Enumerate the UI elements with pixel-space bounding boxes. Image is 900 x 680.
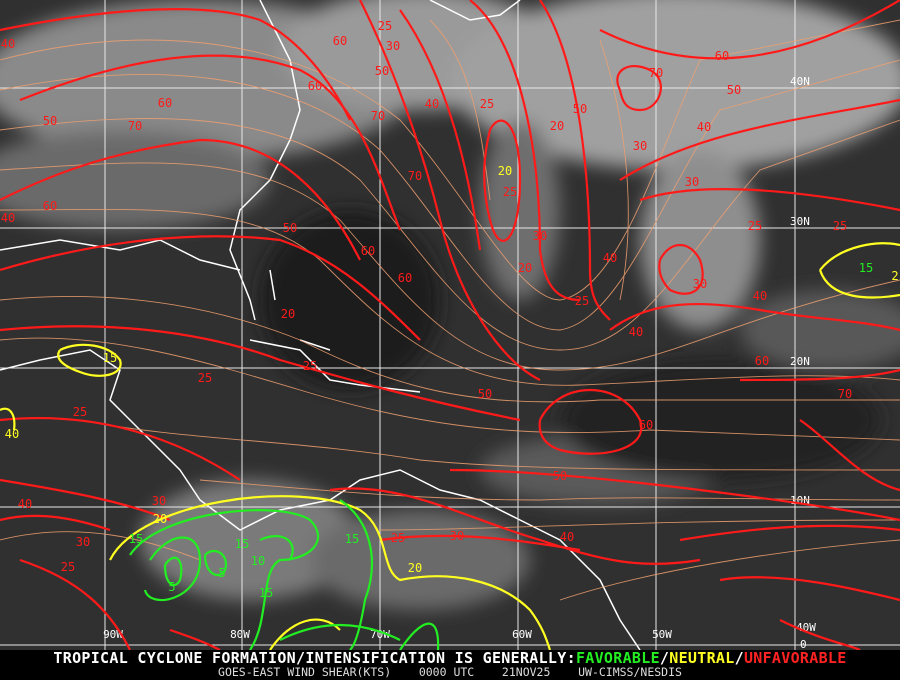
contour-label: 50	[478, 387, 492, 401]
contour-label: 40	[560, 530, 574, 544]
legend-separator: /	[659, 649, 670, 667]
contour-label: 15	[259, 586, 273, 600]
contour-label: 30	[685, 175, 699, 189]
contour-label: 30	[450, 529, 464, 543]
contour-label: 50	[375, 64, 389, 78]
contour-label: 50	[573, 102, 587, 116]
lat-lon-grid	[0, 0, 900, 650]
contour-label: 30	[152, 494, 166, 508]
contour-label: 70	[649, 66, 663, 80]
contour-label: 15	[103, 351, 117, 365]
contour-label: 50	[43, 114, 57, 128]
contour-label: 15	[345, 532, 359, 546]
contour-label: 60	[755, 354, 769, 368]
contour-label: 70	[128, 119, 142, 133]
shear-contours-neutral	[0, 242, 900, 650]
contour-label: 15	[129, 532, 143, 546]
favorability-legend: TROPICAL CYCLONE FORMATION/INTENSIFICATI…	[0, 650, 900, 666]
longitude-label: 40W	[796, 621, 816, 634]
contour-label: 50	[283, 221, 297, 235]
longitude-label: 60W	[512, 628, 532, 641]
longitude-label: 80W	[230, 628, 250, 641]
contour-label: 60	[333, 34, 347, 48]
contour-label: 70	[371, 109, 385, 123]
contour-label: 40	[697, 120, 711, 134]
contour-label: 25	[480, 97, 494, 111]
contour-label: 25	[198, 371, 212, 385]
contour-label: 10	[251, 554, 265, 568]
contour-label: 30	[693, 277, 707, 291]
product-info: GOES-EAST WIND SHEAR(KTS) 0000 UTC 21NOV…	[0, 666, 900, 679]
contour-label: 60	[361, 244, 375, 258]
contour-label: 25	[61, 560, 75, 574]
contour-label: 15	[235, 537, 249, 551]
legend-favorable: FAVORABLE	[575, 649, 660, 667]
contour-label: 25	[378, 19, 392, 33]
contour-label: 25	[391, 531, 405, 545]
shear-contours-unfavorable	[0, 0, 900, 650]
contour-label: 2	[891, 269, 898, 283]
contour-label: 40	[629, 325, 643, 339]
contour-label: 25	[833, 219, 847, 233]
contour-label: 15	[859, 261, 873, 275]
contour-label: 25	[73, 405, 87, 419]
contour-label: 40	[425, 97, 439, 111]
legend-neutral: NEUTRAL	[669, 649, 735, 667]
contour-label: 5	[218, 566, 225, 580]
valid-date: 21NOV25	[501, 665, 551, 679]
data-source: UW-CIMSS/NESDIS	[578, 665, 682, 679]
valid-time: 0000 UTC	[418, 665, 475, 679]
latitude-label: 30N	[790, 215, 810, 228]
contour-label: 5	[168, 580, 175, 594]
contour-label: 60	[639, 418, 653, 432]
legend-unfavorable: UNFAVORABLE	[743, 649, 847, 667]
shear-contours-favorable	[129, 499, 440, 650]
contour-label: 60	[158, 96, 172, 110]
contour-label: 40	[603, 251, 617, 265]
contour-label: 25	[503, 185, 517, 199]
contour-label: 20	[281, 307, 295, 321]
contour-label: 20	[518, 261, 532, 275]
contour-label: 70	[408, 169, 422, 183]
contour-label: 20	[550, 119, 564, 133]
product-name: GOES-EAST WIND SHEAR(KTS)	[218, 665, 392, 679]
latitude-label: 20N	[790, 355, 810, 368]
contour-label: 25	[303, 359, 317, 373]
contour-label: 40	[1, 37, 15, 51]
latitude-label: 40N	[790, 75, 810, 88]
longitude-label: 50W	[652, 628, 672, 641]
contour-label: 70	[838, 387, 852, 401]
contour-label: 25	[748, 219, 762, 233]
contour-label: 30	[533, 229, 547, 243]
contour-label: 50	[553, 469, 567, 483]
contour-label: 40	[753, 289, 767, 303]
contour-label: 60	[308, 79, 322, 93]
contour-label: 60	[715, 49, 729, 63]
contour-label: 30	[386, 39, 400, 53]
contour-label: 40	[5, 427, 19, 441]
contour-label: 40	[18, 497, 32, 511]
contour-label: 30	[76, 535, 90, 549]
contour-label: 25	[575, 294, 589, 308]
contour-label: 20	[498, 164, 512, 178]
contour-label: 30	[633, 139, 647, 153]
footer-caption: TROPICAL CYCLONE FORMATION/INTENSIFICATI…	[0, 650, 900, 680]
contour-label: 20	[153, 512, 167, 526]
legend-separator: /	[734, 649, 744, 667]
latitude-label: 0	[800, 638, 807, 650]
headline-text: TROPICAL CYCLONE FORMATION/INTENSIFICATI…	[53, 649, 576, 667]
contour-label: 60	[43, 199, 57, 213]
contour-label: 50	[727, 83, 741, 97]
contour-label: 20	[408, 561, 422, 575]
contour-label: 60	[398, 271, 412, 285]
contour-label: 40	[1, 211, 15, 225]
